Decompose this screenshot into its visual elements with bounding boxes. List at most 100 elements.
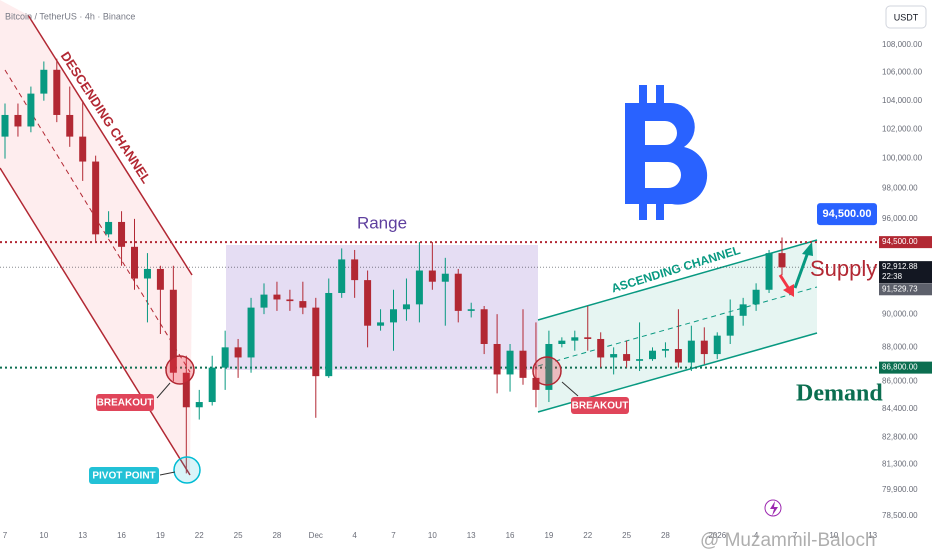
arrow: [793, 251, 810, 289]
connector: [561, 381, 579, 397]
breakout-circle: [165, 355, 195, 385]
candle-body: [480, 309, 488, 344]
connector: [156, 382, 171, 399]
price-tag: [879, 261, 932, 284]
x-tick-label: 28: [272, 531, 281, 540]
y-tick-label: 100,000.00: [882, 154, 923, 163]
pivot-circle: [173, 456, 201, 484]
candle-body: [571, 337, 579, 341]
x-tick-label: 16: [117, 531, 126, 540]
arrow-head: [802, 242, 813, 256]
x-tick-label: 7: [793, 531, 798, 540]
y-tick-label: 81,300.00: [882, 459, 918, 468]
y-tick-label: 106,000.00: [882, 68, 923, 77]
candle-body: [286, 299, 294, 302]
channel-line: [0, 167, 191, 476]
candle-body: [92, 161, 100, 235]
price-tag-label: 86,800.00: [882, 363, 918, 372]
y-tick-label: 96,000.00: [882, 214, 918, 223]
price-tag-label: 94,500.00: [882, 237, 918, 246]
candle-body: [636, 359, 644, 361]
candle-body: [299, 301, 307, 308]
candle-body: [661, 349, 669, 351]
candle-body: [415, 270, 423, 305]
candle-body: [610, 354, 618, 358]
candle-body: [519, 350, 527, 378]
candle-body: [649, 350, 656, 360]
annotation: BREAKOUT: [97, 398, 154, 409]
y-tick-label: 82,800.00: [882, 432, 918, 441]
y-tick-label: 79,900.00: [882, 485, 918, 494]
candle-body: [402, 304, 410, 310]
annotation: PIVOT POINT: [92, 471, 155, 482]
candle-body: [739, 304, 747, 316]
label-box: [96, 394, 154, 411]
annotation: BREAKOUT: [572, 401, 629, 412]
candle-body: [713, 335, 721, 355]
x-tick-label: 13: [467, 531, 476, 540]
candle-body: [726, 315, 734, 336]
arrow: [778, 274, 791, 290]
annotation: Range: [357, 213, 407, 232]
candle-body: [454, 273, 462, 311]
candle-body: [1, 114, 9, 137]
candle-body: [105, 221, 113, 235]
currency-box: [885, 5, 927, 29]
x-tick-label: 7: [3, 531, 8, 540]
x-tick-label: 10: [39, 531, 48, 540]
x-tick-label: 4: [352, 531, 357, 540]
candle-body: [40, 69, 48, 94]
breakout-circle: [532, 356, 562, 386]
x-tick-label: 2026: [708, 531, 726, 540]
y-tick-label: 84,400.00: [882, 404, 918, 413]
candle-body: [687, 340, 695, 363]
candle-body: [182, 372, 190, 408]
candle-body: [260, 294, 268, 308]
x-tick-label: Dec: [309, 531, 323, 540]
price-tag: [879, 283, 932, 296]
x-tick-label: 16: [506, 531, 515, 540]
candle-body: [778, 253, 786, 268]
price-tag: [879, 361, 932, 374]
candle-body: [338, 259, 346, 293]
candle-body: [273, 294, 281, 300]
candle-body: [156, 268, 164, 290]
x-tick-label: 22: [195, 531, 204, 540]
candle-body: [364, 280, 372, 326]
x-tick-label: 4: [754, 531, 759, 540]
candle-body: [428, 270, 436, 282]
candle-body: [506, 350, 514, 375]
x-tick-label: 19: [156, 531, 165, 540]
arrow-head: [783, 284, 794, 297]
currency: USDT: [894, 12, 919, 22]
target-label: 94,500.00: [823, 208, 872, 220]
y-tick-label: 88,000.00: [882, 342, 918, 351]
price-tag-label: 92,912.88: [882, 262, 918, 271]
x-tick-label: 13: [868, 531, 877, 540]
candle-body: [27, 93, 35, 127]
countdown: 22:38: [882, 272, 903, 281]
x-tick-label: 10: [829, 531, 838, 540]
price-tag: [879, 236, 932, 249]
x-tick-label: 19: [544, 531, 553, 540]
target-callout: [817, 203, 877, 226]
y-tick-label: 104,000.00: [882, 96, 923, 105]
candle-body: [351, 259, 359, 281]
x-tick-label: 25: [622, 531, 631, 540]
candle-body: [558, 340, 566, 344]
candle-body: [208, 367, 216, 403]
candle-body: [545, 343, 553, 390]
y-tick-label: 102,000.00: [882, 124, 923, 133]
candle-body: [66, 114, 74, 137]
candle-body: [390, 309, 397, 323]
candle-body: [765, 253, 773, 290]
y-tick-label: 90,000.00: [882, 309, 918, 318]
candle-body: [674, 349, 682, 363]
range-box: [226, 245, 538, 370]
chart-title: Bitcoin / TetherUS · 4h · Binance: [5, 11, 135, 21]
x-tick-label: 28: [661, 531, 670, 540]
y-tick-label: 86,000.00: [882, 376, 918, 385]
x-tick-label: 22: [583, 531, 592, 540]
candle-body: [234, 347, 242, 358]
